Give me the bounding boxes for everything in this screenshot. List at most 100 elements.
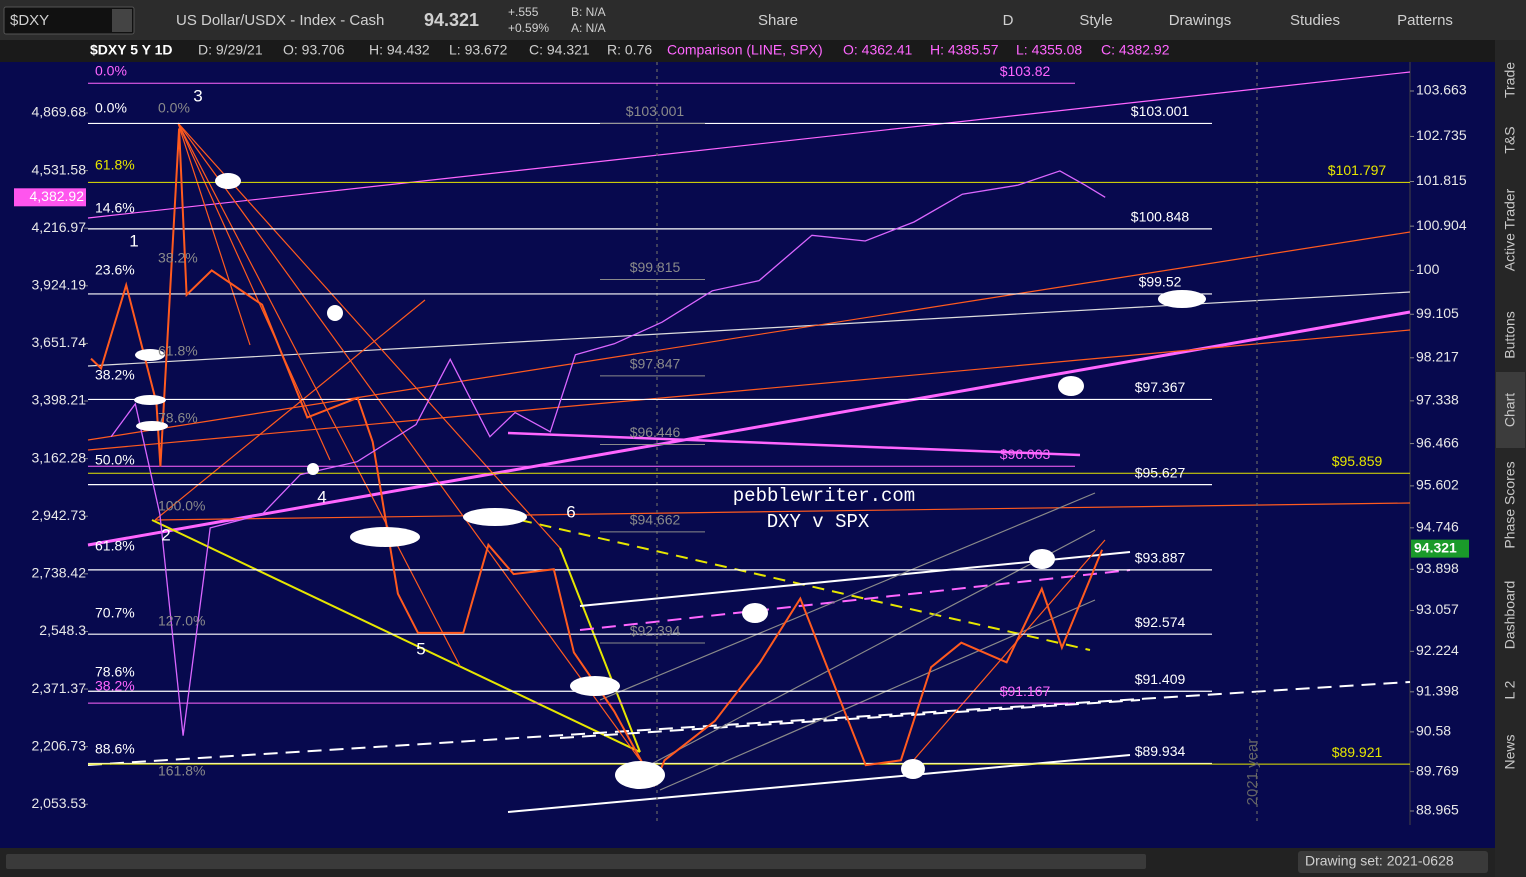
level-label: $103.82 xyxy=(1000,63,1051,79)
y2-tick-label: 92.224 xyxy=(1416,642,1459,658)
symbol-box[interactable] xyxy=(3,6,135,35)
sidebar-tab-active xyxy=(1496,372,1525,448)
right-axis-area xyxy=(1410,62,1495,825)
trend-line xyxy=(87,71,1411,219)
toolbar xyxy=(0,0,1526,40)
y2-tick-label: 100.904 xyxy=(1416,217,1467,233)
marker xyxy=(463,508,527,526)
marker xyxy=(350,527,420,547)
level-label: $89.934 xyxy=(1135,743,1186,759)
y2-tick-label: 97.338 xyxy=(1416,392,1459,408)
header-cmp-high: H: 4385.57 xyxy=(930,42,999,58)
header-title: $DXY 5 Y 1D xyxy=(90,42,173,58)
watermark: pebblewriter.com xyxy=(733,485,915,507)
header-cmp-low: L: 4355.08 xyxy=(1016,42,1082,58)
sidebar-tab[interactable]: Phase Scores xyxy=(1502,461,1518,548)
level-label: $89.921 xyxy=(1332,744,1383,760)
trend-line xyxy=(87,310,1411,547)
sidebar-tab[interactable]: Trade xyxy=(1502,62,1518,98)
toolbar-button[interactable]: Style xyxy=(1079,12,1112,29)
sidebar-tab[interactable]: T&S xyxy=(1502,126,1518,153)
sidebar-tab[interactable]: Buttons xyxy=(1502,311,1518,358)
level-label: $101.797 xyxy=(1328,162,1387,178)
y-tick-label: 4,531.58 xyxy=(32,161,87,177)
marker xyxy=(327,305,343,321)
change-pct: +0.59% xyxy=(508,21,549,35)
price-line xyxy=(90,128,1104,788)
scrollbar[interactable] xyxy=(6,854,1146,869)
fan-line xyxy=(904,539,1106,771)
fib-label: 38.2% xyxy=(95,367,135,383)
y-tick-label: 3,651.74 xyxy=(32,334,87,350)
last-price-badge xyxy=(1411,539,1469,558)
trend-line xyxy=(154,502,1411,521)
wave-label: 1 xyxy=(129,231,138,250)
y-tick-label: 4,869.68 xyxy=(32,104,87,120)
last-price: 94.321 xyxy=(424,10,479,30)
marker xyxy=(901,759,925,779)
fib-label: 88.6% xyxy=(95,741,135,757)
y2-tick-label: 93.898 xyxy=(1416,560,1459,576)
toolbar-button[interactable]: Drawings xyxy=(1169,12,1232,29)
ask: A: N/A xyxy=(571,21,606,35)
y-tick-label: 3,162.28 xyxy=(32,449,87,465)
y-tick-label: 2,371.37 xyxy=(32,680,87,696)
header-cmp-close: C: 4382.92 xyxy=(1101,42,1170,58)
fib-label: 61.8% xyxy=(95,538,135,554)
mid-level-label: $103.001 xyxy=(626,103,685,119)
mid-level-label: $92.394 xyxy=(630,623,681,639)
mid-level-label: $99.815 xyxy=(630,259,681,275)
fan-line xyxy=(177,122,561,549)
y2-tick-label: 101.815 xyxy=(1416,172,1467,188)
y2-tick-label: 91.398 xyxy=(1416,683,1459,699)
marker xyxy=(1058,376,1084,396)
fib-label: 14.6% xyxy=(95,200,135,216)
sidebar-tab[interactable]: Active Trader xyxy=(1502,188,1518,271)
sidebar-tab[interactable]: News xyxy=(1502,734,1518,769)
marker xyxy=(742,603,768,623)
sidebar-tab[interactable]: L 2 xyxy=(1502,680,1518,699)
change: +.555 xyxy=(508,5,539,19)
symbol-dropdown[interactable] xyxy=(112,9,132,32)
level-label: $91.167 xyxy=(1000,683,1051,699)
drawing-set-box[interactable] xyxy=(1298,851,1488,873)
fan-line xyxy=(177,122,331,461)
header-open: O: 93.706 xyxy=(283,42,345,58)
trend-line xyxy=(559,547,641,753)
y-tick-label: 3,398.21 xyxy=(32,392,87,408)
year-label: 2021 year xyxy=(1244,739,1261,806)
mid-level-label: $97.847 xyxy=(630,356,681,372)
y2-tick-label: 99.105 xyxy=(1416,305,1459,321)
fan-line xyxy=(177,122,461,667)
fib-label-gray: 127.0% xyxy=(158,613,205,629)
wave-label: 3 xyxy=(193,86,202,105)
wave-label: 5 xyxy=(416,639,425,658)
toolbar-button[interactable]: Share xyxy=(758,12,798,29)
y2-tick-label: 94.746 xyxy=(1416,519,1459,535)
level-label: $99.52 xyxy=(1139,274,1182,290)
sidebar-tab[interactable]: Chart xyxy=(1502,393,1518,427)
toolbar-button[interactable]: Patterns xyxy=(1397,12,1453,29)
trend-line xyxy=(87,329,1411,451)
y-tick-label: 2,738.42 xyxy=(32,565,87,581)
level-label: $91.409 xyxy=(1135,671,1186,687)
y2-tick-label: 100 xyxy=(1416,261,1440,277)
toolbar-button[interactable]: Studies xyxy=(1290,12,1340,29)
fan-line xyxy=(177,122,251,346)
trend-line xyxy=(659,599,1096,791)
last-cmp-badge xyxy=(14,188,86,207)
header-high: H: 94.432 xyxy=(369,42,430,58)
trend-line xyxy=(579,569,1131,631)
level-label: $93.887 xyxy=(1135,550,1186,566)
fib-label: 61.8% xyxy=(95,157,135,173)
y2-tick-label: 89.769 xyxy=(1416,762,1459,778)
bid: B: N/A xyxy=(571,5,606,19)
fib-label-gray: 78.6% xyxy=(158,410,198,426)
toolbar-button[interactable]: D xyxy=(1003,12,1014,29)
trend-line xyxy=(151,519,641,753)
sidebar-tab[interactable]: Dashboard xyxy=(1502,581,1518,650)
level-label: $96.003 xyxy=(1000,446,1051,462)
level-label: $95.859 xyxy=(1332,453,1383,469)
y2-tick-label: 90.58 xyxy=(1416,723,1451,739)
